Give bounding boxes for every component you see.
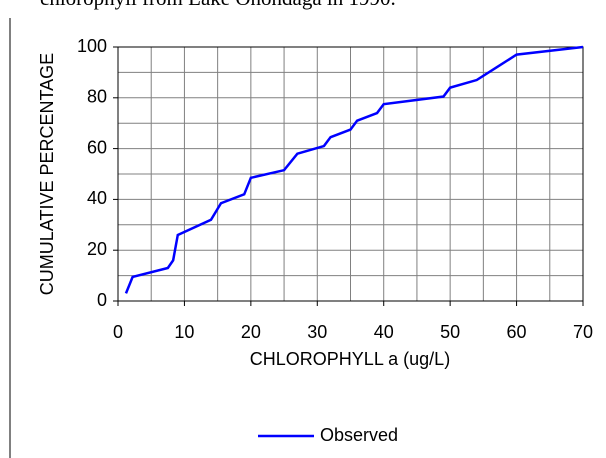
x-axis-label: CHLOROPHYLL a (ug/L) (250, 349, 450, 369)
x-tick-label: 40 (374, 322, 394, 342)
y-tick-label: 20 (87, 239, 107, 259)
x-tick-label: 70 (573, 322, 593, 342)
x-tick-label: 20 (241, 322, 261, 342)
y-tick-label: 0 (97, 290, 107, 310)
x-tick-label: 0 (113, 322, 123, 342)
x-tick-label: 30 (307, 322, 327, 342)
x-tick-label: 50 (440, 322, 460, 342)
chart-title: chlorophyll from Lake Onondaga in 1990. (40, 0, 396, 10)
y-tick-label: 40 (87, 188, 107, 208)
x-tick-label: 10 (174, 322, 194, 342)
plot-border (117, 46, 584, 302)
y-tick-label: 80 (87, 87, 107, 107)
y-axis-label: CUMULATIVE PERCENTAGE (37, 53, 57, 295)
y-tick-label: 60 (87, 137, 107, 157)
legend-label: Observed (320, 425, 398, 445)
x-tick-label: 60 (507, 322, 527, 342)
data-line (124, 45, 584, 294)
y-tick-label: 100 (77, 36, 107, 56)
